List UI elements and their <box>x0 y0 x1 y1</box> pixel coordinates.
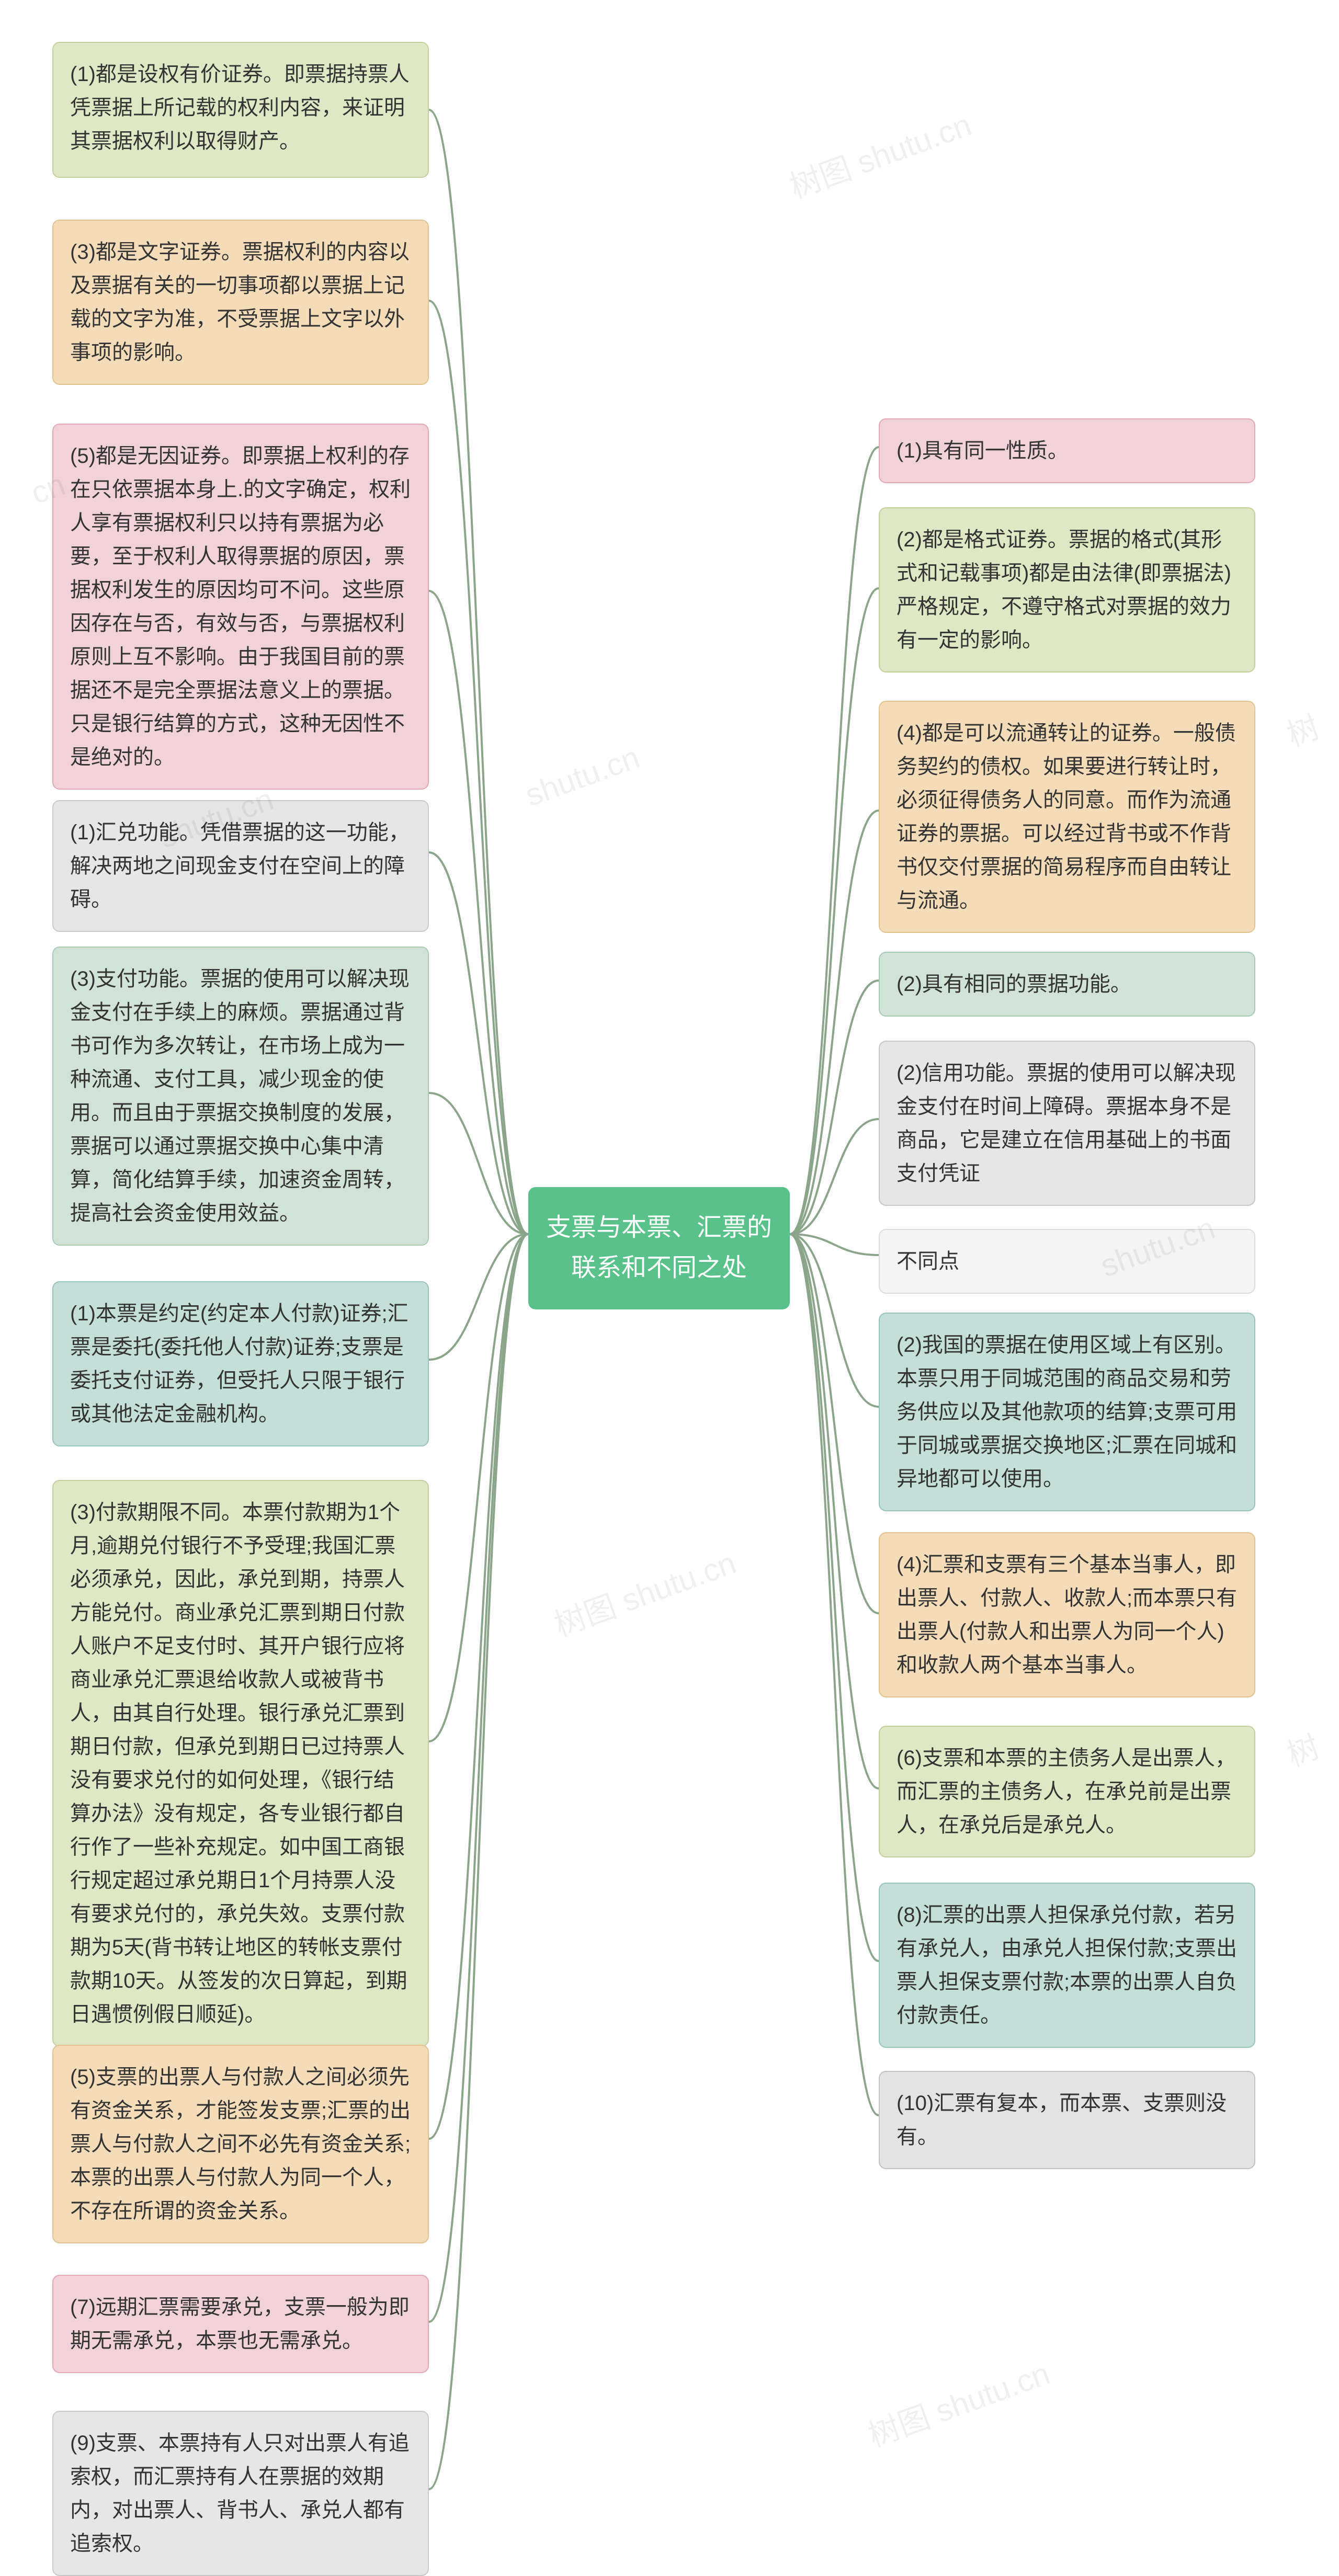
mindmap-node: (2)具有相同的票据功能。 <box>879 952 1255 1017</box>
mindmap-node: (4)都是可以流通转让的证券。一般债务契约的债权。如果要进行转让时，必须征得债务… <box>879 701 1255 933</box>
mindmap-node: (7)远期汇票需要承兑，支票一般为即期无需承兑，本票也无需承兑。 <box>52 2275 429 2373</box>
mindmap-node: 不同点 <box>879 1229 1255 1294</box>
mindmap-canvas: 支票与本票、汇票的联系和不同之处 (1)都是设权有价证券。即票据持票人凭票据上所记… <box>0 0 1339 2540</box>
mindmap-node: (3)付款期限不同。本票付款期为1个月,逾期兑付银行不予受理;我国汇票必须承兑，… <box>52 1480 429 2047</box>
mindmap-node: (2)都是格式证券。票据的格式(其形式和记载事项)都是由法律(即票据法)严格规定… <box>879 507 1255 673</box>
mindmap-node: (1)都是设权有价证券。即票据持票人凭票据上所记载的权利内容，来证明其票据权利以… <box>52 42 429 178</box>
mindmap-node: (1)本票是约定(约定本人付款)证券;汇票是委托(委托他人付款)证券;支票是委托… <box>52 1281 429 1446</box>
mindmap-node: (2)信用功能。票据的使用可以解决现金支付在时间上障碍。票据本身不是商品，它是建… <box>879 1041 1255 1206</box>
watermark: 树 <box>1280 1722 1325 1775</box>
mindmap-node: (4)汇票和支票有三个基本当事人，即出票人、付款人、收款人;而本票只有出票人(付… <box>879 1532 1255 1697</box>
watermark: 树图 shutu.cn <box>861 2348 1055 2456</box>
mindmap-node: (9)支票、本票持有人只对出票人有追索权，而汇票持有人在票据的效期内，对出票人、… <box>52 2411 429 2576</box>
mindmap-node: (3)都是文字证券。票据权利的内容以及票据有关的一切事项都以票据上记载的文字为准… <box>52 220 429 385</box>
root-node: 支票与本票、汇票的联系和不同之处 <box>528 1187 790 1309</box>
mindmap-node: (5)都是无因证券。即票据上权利的存在只依票据本身上.的文字确定，权利人享有票据… <box>52 424 429 790</box>
mindmap-node: (6)支票和本票的主债务人是出票人，而汇票的主债务人，在承兑前是出票人，在承兑后… <box>879 1726 1255 1857</box>
mindmap-node: (10)汇票有复本，而本票、支票则没有。 <box>879 2071 1255 2169</box>
watermark: shutu.cn <box>520 739 644 813</box>
mindmap-node: (1)汇兑功能。凭借票据的这一功能，解决两地之间现金支付在空间上的障碍。 <box>52 800 429 932</box>
mindmap-node: (2)我国的票据在使用区域上有区别。本票只用于同城范围的商品交易和劳务供应以及其… <box>879 1313 1255 1511</box>
mindmap-node: (5)支票的出票人与付款人之间必须先有资金关系，才能签发支票;汇票的出票人与付款… <box>52 2045 429 2243</box>
mindmap-node: (1)具有同一性质。 <box>879 418 1255 483</box>
watermark: 树图 shutu.cn <box>782 99 977 207</box>
watermark: 树 <box>1280 702 1325 755</box>
mindmap-node: (3)支付功能。票据的使用可以解决现金支付在手续上的麻烦。票据通过背书可作为多次… <box>52 947 429 1246</box>
mindmap-node: (8)汇票的出票人担保承兑付款，若另有承兑人，由承兑人担保付款;支票出票人担保支… <box>879 1883 1255 2048</box>
watermark: 树图 shutu.cn <box>547 1537 741 1645</box>
